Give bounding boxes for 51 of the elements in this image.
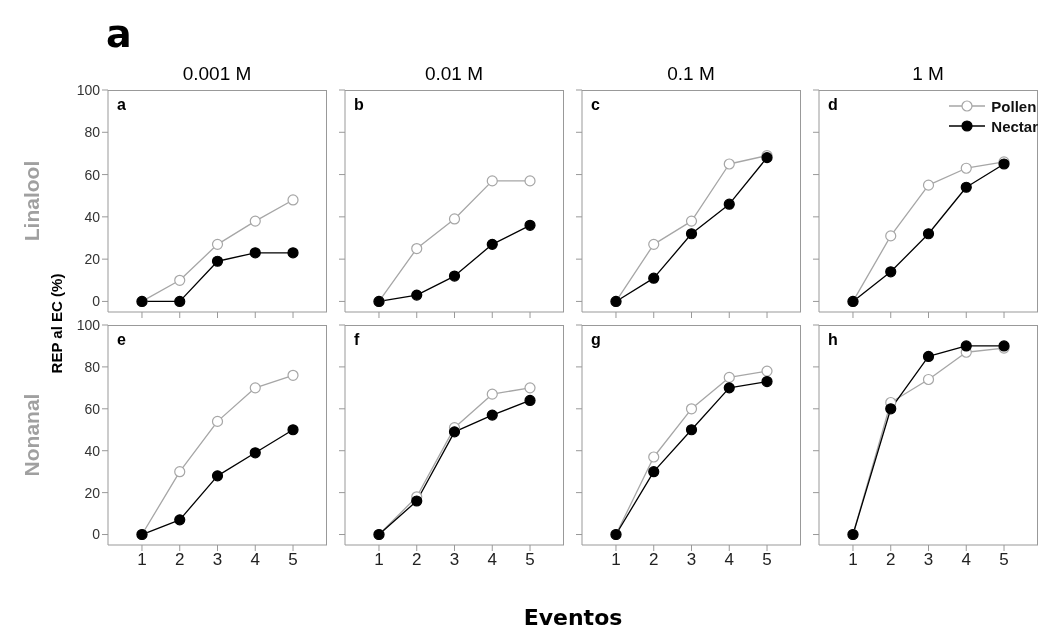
text: REP al EC (%) (47, 272, 65, 376)
y-tick-label: 20 (84, 251, 101, 268)
y-tick-label: 100 (76, 316, 101, 333)
annotation: e (117, 331, 126, 349)
x-tick-label: 2 (412, 550, 422, 570)
x-axis-title: Eventos (522, 605, 624, 630)
chart-title: 1 M (911, 63, 945, 85)
x-tick-label: 3 (686, 550, 697, 570)
x-tick-label: 5 (288, 550, 298, 570)
x-tick-label: 5 (999, 550, 1009, 570)
annotation: c (591, 96, 600, 114)
annotation: f (354, 331, 360, 349)
y-axis-title: Linalool (20, 159, 44, 244)
y-tick-label: 100 (76, 81, 101, 98)
chart-title: 0.1 M (666, 63, 716, 85)
x-tick-label: 1 (611, 550, 621, 570)
x-tick-label: 4 (250, 550, 260, 570)
legend-label: Pollen (991, 97, 1037, 115)
y-tick-label: 80 (84, 124, 101, 141)
x-tick-label: 1 (374, 550, 384, 570)
x-tick-label: 4 (724, 550, 734, 570)
x-tick-label: 5 (762, 550, 772, 570)
y-tick-label: 20 (84, 484, 101, 501)
x-tick-label: 2 (886, 550, 896, 570)
y-tick-label: 0 (92, 293, 101, 310)
x-tick-label: 4 (487, 550, 497, 570)
x-tick-label: 1 (848, 550, 858, 570)
x-tick-label: 1 (137, 550, 147, 570)
x-tick-label: 3 (923, 550, 934, 570)
annotation: d (828, 96, 838, 114)
annotation: b (354, 96, 364, 114)
x-tick-label: 5 (525, 550, 535, 570)
annotation: g (591, 331, 601, 349)
y-tick-label: 40 (84, 208, 101, 225)
x-tick-label: 3 (449, 550, 460, 570)
chart-title: 0.001 M (181, 63, 253, 85)
x-tick-label: 2 (649, 550, 659, 570)
legend-label: Nectar (991, 117, 1038, 135)
y-tick-label: 40 (84, 442, 101, 459)
y-axis-title: Nonanal (20, 392, 44, 479)
y-tick-label: 60 (84, 166, 101, 183)
x-tick-label: 4 (961, 550, 971, 570)
y-tick-label: 0 (92, 526, 101, 543)
x-tick-label: 2 (175, 550, 185, 570)
annotation: a (117, 96, 126, 114)
y-tick-label: 60 (84, 400, 101, 417)
text: a (106, 12, 132, 56)
x-tick-label: 3 (212, 550, 223, 570)
annotation: h (828, 331, 838, 349)
chart-title: 0.01 M (423, 63, 485, 85)
y-tick-label: 80 (84, 358, 101, 375)
